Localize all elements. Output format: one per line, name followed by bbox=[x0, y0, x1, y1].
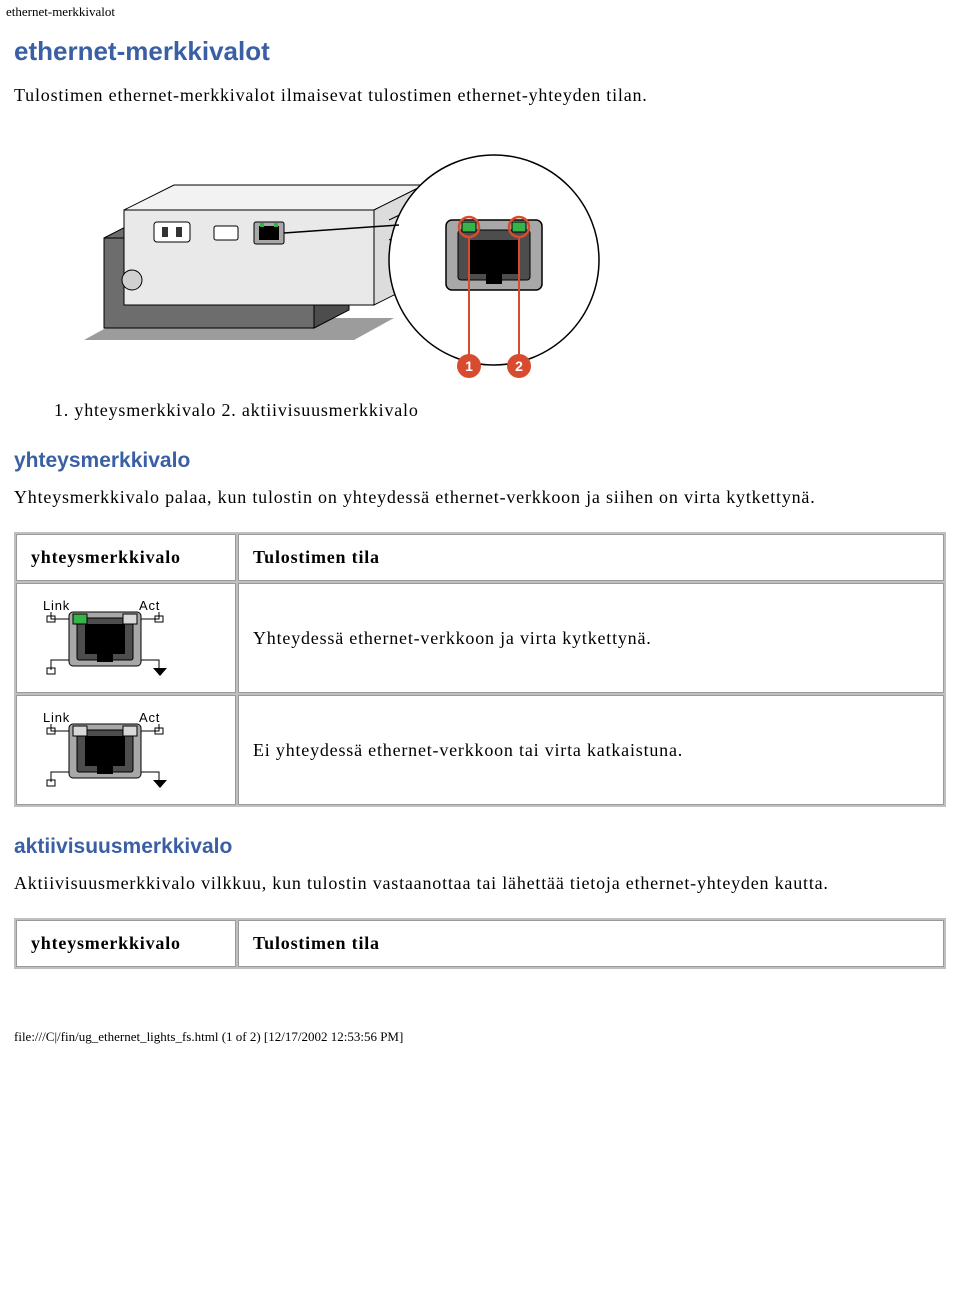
section2-heading: aktiivisuusmerkkivalo bbox=[14, 835, 946, 859]
port-icon-cell: Link Act bbox=[16, 695, 236, 805]
port-icon-cell: Link Act bbox=[16, 583, 236, 693]
section1-body: Yhteysmerkkivalo palaa, kun tulostin on … bbox=[14, 487, 946, 508]
table-header-cell: yhteysmerkkivalo bbox=[16, 920, 236, 967]
table-header-cell: Tulostimen tila bbox=[238, 534, 944, 581]
section2-table: yhteysmerkkivalo Tulostimen tila bbox=[14, 918, 946, 969]
printer-illustration-wrap: 1 2 bbox=[54, 130, 946, 380]
table-header-row: yhteysmerkkivalo Tulostimen tila bbox=[16, 920, 944, 967]
table-desc-cell: Ei yhteydessä ethernet-verkkoon tai virt… bbox=[238, 695, 944, 805]
table-header-cell: Tulostimen tila bbox=[238, 920, 944, 967]
table-desc-cell: Yhteydessä ethernet-verkkoon ja virta ky… bbox=[238, 583, 944, 693]
svg-text:Act: Act bbox=[139, 710, 160, 725]
table-row: Link Act Ei yh bbox=[16, 695, 944, 805]
section2-body: Aktiivisuusmerkkivalo vilkkuu, kun tulos… bbox=[14, 873, 946, 894]
section1-heading: yhteysmerkkivalo bbox=[14, 449, 946, 473]
table-header-cell: yhteysmerkkivalo bbox=[16, 534, 236, 581]
intro-text: Tulostimen ethernet-merkkivalot ilmaisev… bbox=[14, 85, 946, 106]
page-title: ethernet-merkkivalot bbox=[14, 36, 946, 67]
footer-path: file:///C|/fin/ug_ethernet_lights_fs.htm… bbox=[0, 1023, 960, 1051]
illustration-caption: 1. yhteysmerkkivalo 2. aktiivisuusmerkki… bbox=[54, 400, 946, 421]
callout-label-1: 1 bbox=[465, 358, 473, 374]
callout-label-2: 2 bbox=[515, 358, 523, 374]
svg-text:Link: Link bbox=[43, 598, 70, 613]
svg-text:Link: Link bbox=[43, 710, 70, 725]
ethernet-port-icon-link-on: Link Act bbox=[31, 596, 181, 680]
svg-text:Act: Act bbox=[139, 598, 160, 613]
section1-table: yhteysmerkkivalo Tulostimen tila Link Ac… bbox=[14, 532, 946, 807]
main-content: ethernet-merkkivalot Tulostimen ethernet… bbox=[0, 22, 960, 1005]
table-header-row: yhteysmerkkivalo Tulostimen tila bbox=[16, 534, 944, 581]
ethernet-port-icon-link-off: Link Act bbox=[31, 708, 181, 792]
printer-illustration: 1 2 bbox=[54, 130, 614, 380]
page-header-small: ethernet-merkkivalot bbox=[0, 0, 960, 22]
table-row: Link Act bbox=[16, 583, 944, 693]
